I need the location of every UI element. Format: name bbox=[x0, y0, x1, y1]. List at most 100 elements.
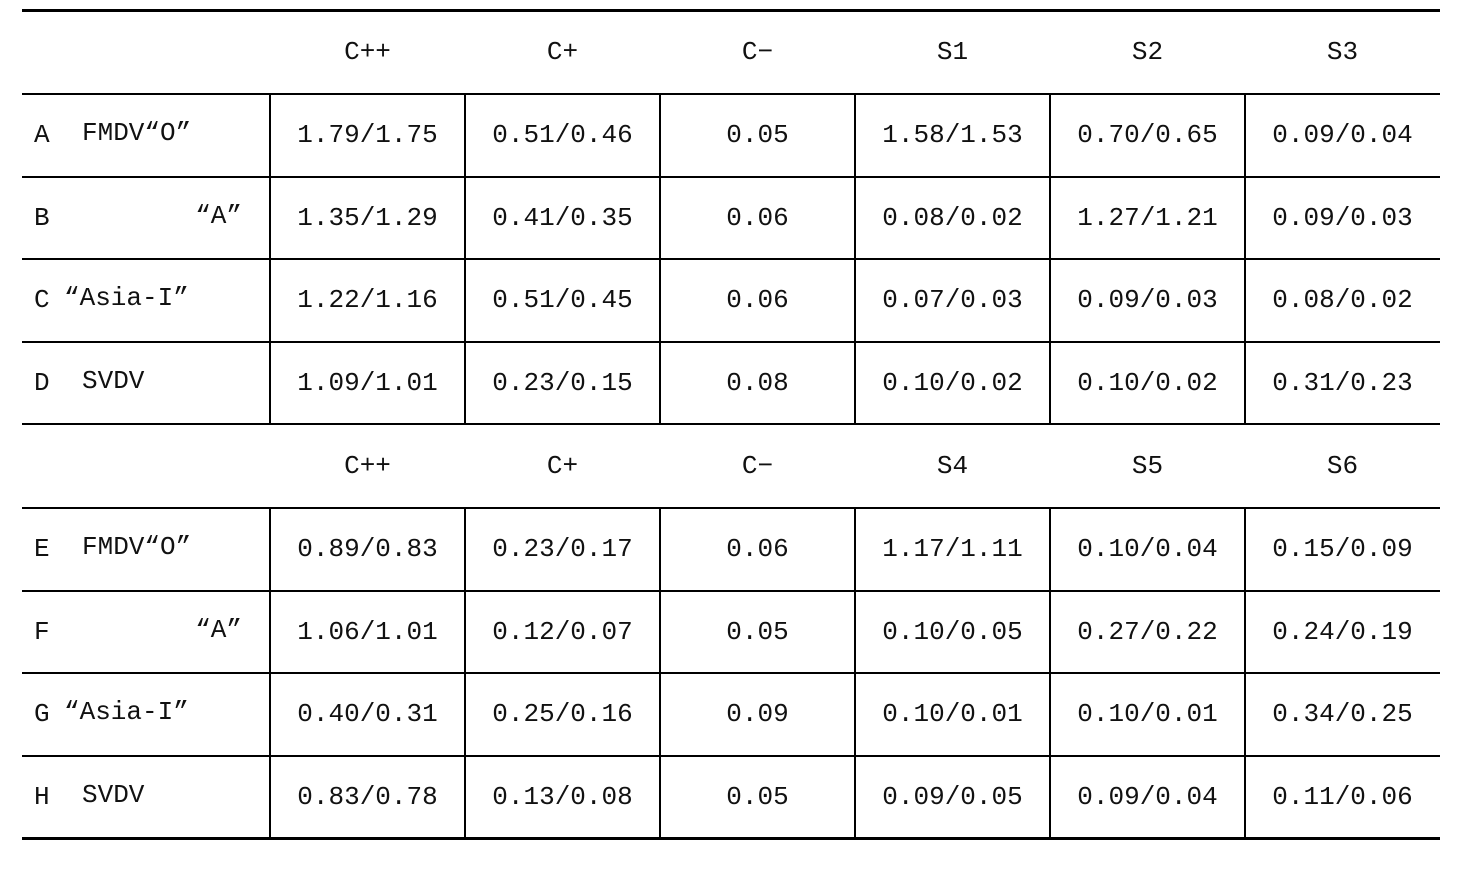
cell-value: 0.41/0.35 bbox=[492, 202, 633, 233]
cell-value: 0.25/0.16 bbox=[492, 699, 633, 730]
row-letter: B bbox=[34, 202, 50, 233]
row-name: “A” bbox=[195, 200, 242, 231]
cell-value: 0.07/0.03 bbox=[882, 285, 1023, 316]
cell-value: 0.09 bbox=[726, 699, 789, 730]
cell-value: 1.79/1.75 bbox=[297, 120, 438, 151]
cell-value: 0.15/0.09 bbox=[1272, 534, 1413, 565]
column-rule bbox=[269, 508, 271, 838]
cell-value: 0.05 bbox=[726, 781, 789, 812]
column-header: C++ bbox=[344, 37, 391, 67]
cell-value: 0.51/0.45 bbox=[492, 285, 633, 316]
cell-value: 0.11/0.06 bbox=[1272, 781, 1413, 812]
column-header: S4 bbox=[936, 451, 969, 481]
cell-value: 1.27/1.21 bbox=[1077, 202, 1218, 233]
cell-value: 0.09/0.04 bbox=[1077, 781, 1218, 812]
cell-value: 0.51/0.46 bbox=[492, 120, 633, 151]
rule bbox=[22, 258, 1440, 260]
cell-value: 1.58/1.53 bbox=[882, 120, 1023, 151]
column-header: C+ bbox=[546, 37, 579, 67]
cell-value: 0.31/0.23 bbox=[1272, 367, 1413, 398]
column-rule bbox=[659, 508, 661, 838]
column-header: S3 bbox=[1326, 37, 1359, 67]
row-name: “Asia-I” bbox=[64, 697, 189, 728]
cell-value: 0.12/0.07 bbox=[492, 616, 633, 647]
cell-value: 0.10/0.05 bbox=[882, 616, 1023, 647]
row-name: “Asia-I” bbox=[64, 283, 189, 314]
rule bbox=[22, 340, 1440, 343]
column-header: C++ bbox=[344, 451, 391, 481]
row-letter: E bbox=[34, 534, 50, 565]
row-name: SVDV bbox=[82, 365, 145, 396]
row-letter: F bbox=[34, 616, 50, 647]
cell-value: 1.35/1.29 bbox=[297, 202, 438, 233]
column-rule bbox=[1049, 508, 1051, 838]
column-header: C− bbox=[741, 37, 774, 67]
rule bbox=[22, 93, 1440, 95]
column-header: S5 bbox=[1131, 451, 1164, 481]
cell-value: 0.27/0.22 bbox=[1077, 616, 1218, 647]
row-name: FMDV“O” bbox=[82, 532, 192, 563]
cell-value: 0.10/0.01 bbox=[882, 699, 1023, 730]
column-rule bbox=[464, 94, 466, 424]
cell-value: 0.89/0.83 bbox=[297, 534, 438, 565]
row-name: “A” bbox=[195, 614, 242, 645]
column-header: S6 bbox=[1326, 451, 1359, 481]
cell-value: 0.13/0.08 bbox=[492, 781, 633, 812]
cell-value: 0.34/0.25 bbox=[1272, 699, 1413, 730]
cell-value: 0.08/0.02 bbox=[882, 202, 1023, 233]
cell-value: 1.06/1.01 bbox=[297, 616, 438, 647]
cell-value: 1.22/1.16 bbox=[297, 285, 438, 316]
cell-value: 1.09/1.01 bbox=[297, 367, 438, 398]
cell-value: 1.17/1.11 bbox=[882, 534, 1023, 565]
row-letter: D bbox=[34, 367, 50, 398]
rule bbox=[22, 507, 1440, 509]
column-rule bbox=[659, 94, 661, 424]
cell-value: 0.06 bbox=[726, 202, 789, 233]
cell-value: 0.09/0.03 bbox=[1272, 202, 1413, 233]
cell-value: 0.05 bbox=[726, 120, 789, 151]
column-rule bbox=[464, 508, 466, 838]
cell-value: 0.24/0.19 bbox=[1272, 616, 1413, 647]
row-letter: H bbox=[34, 781, 50, 812]
column-rule bbox=[269, 94, 271, 424]
cell-value: 0.40/0.31 bbox=[297, 699, 438, 730]
rule bbox=[22, 836, 1440, 840]
row-letter: A bbox=[34, 120, 50, 151]
row-letter: G bbox=[34, 699, 50, 730]
column-header: C− bbox=[741, 451, 774, 481]
column-rule bbox=[854, 94, 856, 424]
row-name: FMDV“O” bbox=[82, 118, 192, 149]
column-header: S1 bbox=[936, 37, 969, 67]
rule bbox=[22, 423, 1440, 425]
rule bbox=[22, 175, 1440, 178]
cell-value: 0.06 bbox=[726, 285, 789, 316]
column-rule bbox=[1049, 94, 1051, 424]
cell-value: 0.08/0.02 bbox=[1272, 285, 1413, 316]
cell-value: 0.09/0.04 bbox=[1272, 120, 1413, 151]
cell-value: 0.10/0.02 bbox=[882, 367, 1023, 398]
rule bbox=[22, 589, 1440, 592]
cell-value: 0.09/0.05 bbox=[882, 781, 1023, 812]
rule bbox=[22, 672, 1440, 674]
cell-value: 0.23/0.15 bbox=[492, 367, 633, 398]
cell-value: 0.06 bbox=[726, 534, 789, 565]
cell-value: 0.83/0.78 bbox=[297, 781, 438, 812]
cell-value: 0.10/0.01 bbox=[1077, 699, 1218, 730]
row-letter: C bbox=[34, 285, 50, 316]
cell-value: 0.23/0.17 bbox=[492, 534, 633, 565]
cell-value: 0.10/0.02 bbox=[1077, 367, 1218, 398]
row-name: SVDV bbox=[82, 779, 145, 810]
rule bbox=[22, 8, 1440, 12]
column-header: S2 bbox=[1131, 37, 1164, 67]
column-rule bbox=[854, 508, 856, 838]
cell-value: 0.10/0.04 bbox=[1077, 534, 1218, 565]
column-header: C+ bbox=[546, 451, 579, 481]
column-rule bbox=[1244, 94, 1246, 424]
column-rule bbox=[1244, 508, 1246, 838]
cell-value: 0.09/0.03 bbox=[1077, 285, 1218, 316]
rule bbox=[22, 754, 1440, 757]
cell-value: 0.08 bbox=[726, 367, 789, 398]
cell-value: 0.70/0.65 bbox=[1077, 120, 1218, 151]
cell-value: 0.05 bbox=[726, 616, 789, 647]
